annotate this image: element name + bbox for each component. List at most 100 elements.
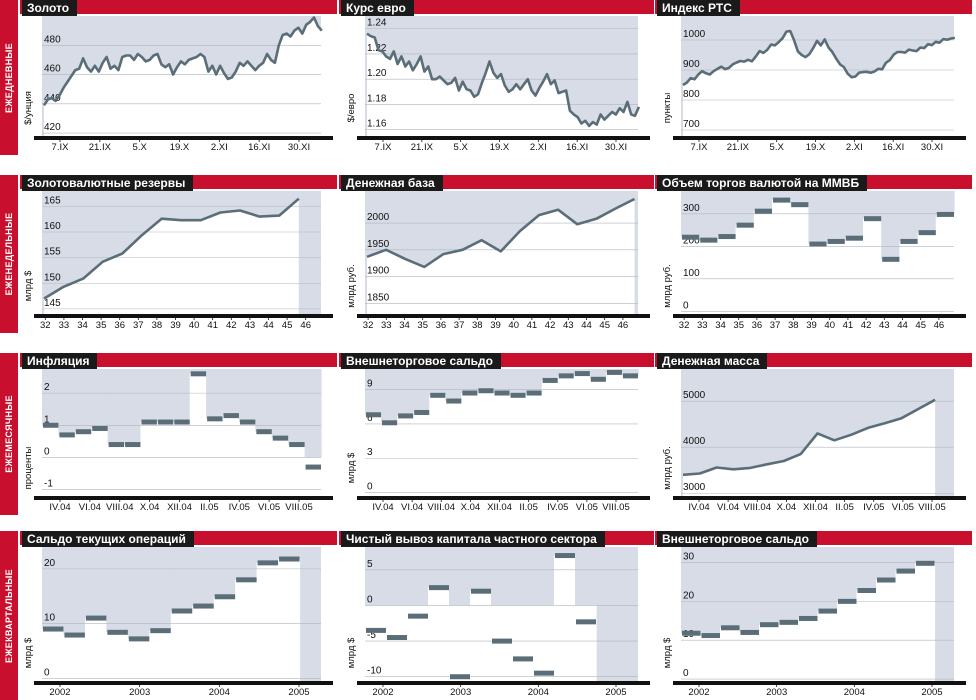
col-bg <box>491 547 513 606</box>
col-below <box>58 457 76 496</box>
data-step <box>414 409 430 415</box>
x-tick-label: VIII.04 <box>428 502 455 513</box>
col-bg <box>935 191 955 215</box>
col-bg <box>739 547 760 633</box>
col-fill <box>477 390 495 493</box>
col-fill <box>681 633 702 680</box>
x-axis <box>357 496 650 500</box>
data-step <box>555 553 575 559</box>
y-tick-label: -1 <box>44 479 53 490</box>
col-below <box>699 311 718 314</box>
col-fill <box>413 412 430 493</box>
col-bg <box>826 191 846 242</box>
col-below <box>798 679 819 681</box>
col-below <box>681 679 702 681</box>
col-below <box>735 311 755 314</box>
col-bg <box>140 369 158 423</box>
y-tick-label: 20 <box>44 558 56 569</box>
data-step <box>590 376 606 382</box>
data-step <box>305 464 321 470</box>
x-tick-label: 19.X <box>170 142 190 153</box>
x-tick-label: VIII.05 <box>602 502 629 513</box>
data-step <box>900 238 918 244</box>
col-bg <box>170 547 193 611</box>
band-0: ЕЖЕДНЕВНЫЕ <box>0 0 976 155</box>
col-bg <box>759 547 780 625</box>
col-below <box>407 616 429 681</box>
data-step <box>576 619 596 625</box>
col-bg <box>222 369 240 416</box>
x-tick-label: X.04 <box>140 502 160 513</box>
col-fill <box>826 241 846 312</box>
col-fill <box>735 225 755 312</box>
series-line <box>682 398 936 477</box>
data-step <box>682 630 701 636</box>
data-step <box>845 235 863 241</box>
data-step <box>574 371 590 377</box>
band-label-bar: ЕЖЕКВАРТАЛЬНЫЕ <box>0 531 18 700</box>
y-axis-label: $/унция <box>23 91 34 125</box>
y-axis-label: млрд $ <box>346 452 357 483</box>
x-tick-label: VI.05 <box>258 502 280 513</box>
data-step <box>141 419 157 425</box>
x-tick-label: 2003 <box>766 687 787 698</box>
col-below <box>189 457 207 496</box>
y-tick-label: 460 <box>44 64 61 75</box>
col-bg <box>790 191 809 205</box>
data-step <box>366 412 382 418</box>
data-step <box>387 635 407 641</box>
col-fill <box>899 241 919 312</box>
col-below <box>445 492 462 496</box>
x-tick-label: 40 <box>508 320 519 331</box>
col-bg <box>844 191 864 239</box>
chart-eur: 1.161.181.201.221.247.IX 21.IX 5.X 19.X 2.XI… <box>346 16 650 153</box>
x-tick-label: 7.IX <box>52 142 70 153</box>
col-fill <box>509 395 527 493</box>
data-step <box>542 377 558 383</box>
chart-title: Денежная масса <box>657 353 768 369</box>
col-fill <box>445 401 462 493</box>
col-below <box>844 311 864 314</box>
col-below <box>739 679 760 681</box>
col-bg <box>304 369 322 458</box>
x-tick-label: 45 <box>599 320 610 331</box>
col-bg <box>238 369 256 423</box>
area-fill <box>683 399 936 496</box>
x-tick-label: 43 <box>563 320 574 331</box>
col-below <box>778 679 799 681</box>
y-tick-label: 155 <box>44 247 61 258</box>
data-step <box>471 588 491 594</box>
col-below <box>42 678 65 681</box>
col-fill <box>863 218 882 312</box>
x-tick-label: X.04 <box>461 502 481 513</box>
data-step <box>171 608 193 614</box>
y-tick-label: 1.24 <box>367 18 387 29</box>
col-fill <box>107 444 125 458</box>
data-step <box>92 425 108 431</box>
x-tick-label: 39 <box>170 320 181 331</box>
x-tick-label: 21.IX <box>89 142 112 153</box>
x-tick-label: II.05 <box>835 502 854 513</box>
data-step <box>492 638 512 644</box>
x-tick-label: IV.04 <box>688 502 709 513</box>
col-fill <box>772 200 791 312</box>
col-below <box>213 678 236 681</box>
col-bg <box>107 369 125 445</box>
col-bg <box>156 369 174 423</box>
col-fill <box>589 379 607 493</box>
series-line <box>366 32 641 128</box>
data-step <box>462 390 478 396</box>
col-below <box>429 492 446 496</box>
y-tick-label: 3 <box>367 447 373 458</box>
col-below <box>856 679 877 681</box>
x-tick-label: 2004 <box>209 687 230 698</box>
data-step <box>408 613 428 619</box>
y-tick-label: 160 <box>44 221 61 232</box>
col-bg <box>413 369 430 413</box>
col-below <box>206 457 224 496</box>
x-tick-label: 5.X <box>770 142 785 153</box>
col-bg <box>863 191 882 219</box>
x-tick-label: 34 <box>399 320 410 331</box>
col-bg <box>206 369 224 419</box>
data-step <box>754 208 772 214</box>
